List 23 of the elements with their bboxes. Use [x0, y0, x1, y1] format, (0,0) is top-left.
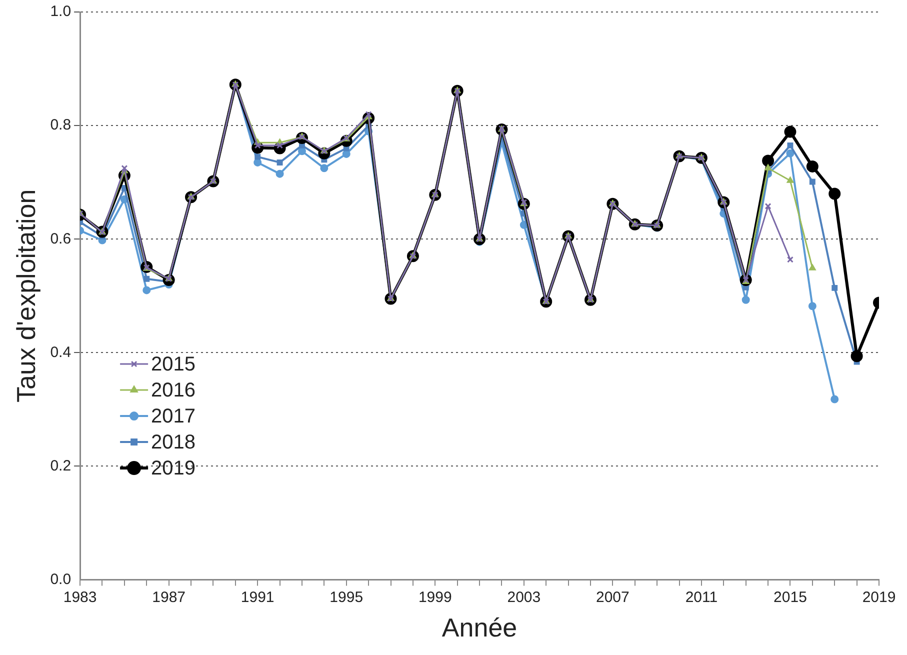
- legend-label: 2018: [151, 432, 196, 454]
- x-tick-label: 2011: [685, 588, 718, 606]
- y-tick-label: 0.2: [50, 457, 72, 474]
- y-axis-title: Taux d'exploitation: [10, 189, 41, 402]
- y-tick-label: 1.0: [50, 3, 72, 20]
- legend-label: 2017: [151, 406, 196, 428]
- x-tick-label: 1983: [63, 588, 97, 606]
- x-tick-label: 1991: [240, 588, 274, 606]
- x-tick-label: 2015: [774, 588, 807, 606]
- x-tick-label: 1987: [152, 588, 186, 606]
- y-tick-label: 0.0: [50, 570, 72, 588]
- y-tick-label: 0.6: [50, 230, 72, 248]
- y-tick-label: 0.8: [50, 116, 72, 134]
- legend-label: 2015: [151, 354, 196, 376]
- x-tick-label: 1999: [418, 588, 452, 606]
- x-tick-label: 2019: [862, 588, 896, 606]
- y-tick-label: 0.4: [50, 344, 72, 361]
- x-axis-title: Année: [442, 612, 518, 643]
- x-tick-label: 2007: [596, 588, 630, 606]
- legend-label: 2019: [151, 458, 196, 480]
- legend-label: 2016: [151, 380, 196, 402]
- x-tick-label: 1995: [330, 588, 364, 606]
- x-tick-label: 2003: [507, 588, 541, 606]
